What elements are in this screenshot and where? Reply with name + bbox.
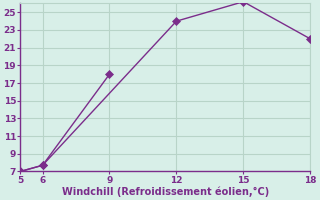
X-axis label: Windchill (Refroidissement éolien,°C): Windchill (Refroidissement éolien,°C) xyxy=(62,186,269,197)
